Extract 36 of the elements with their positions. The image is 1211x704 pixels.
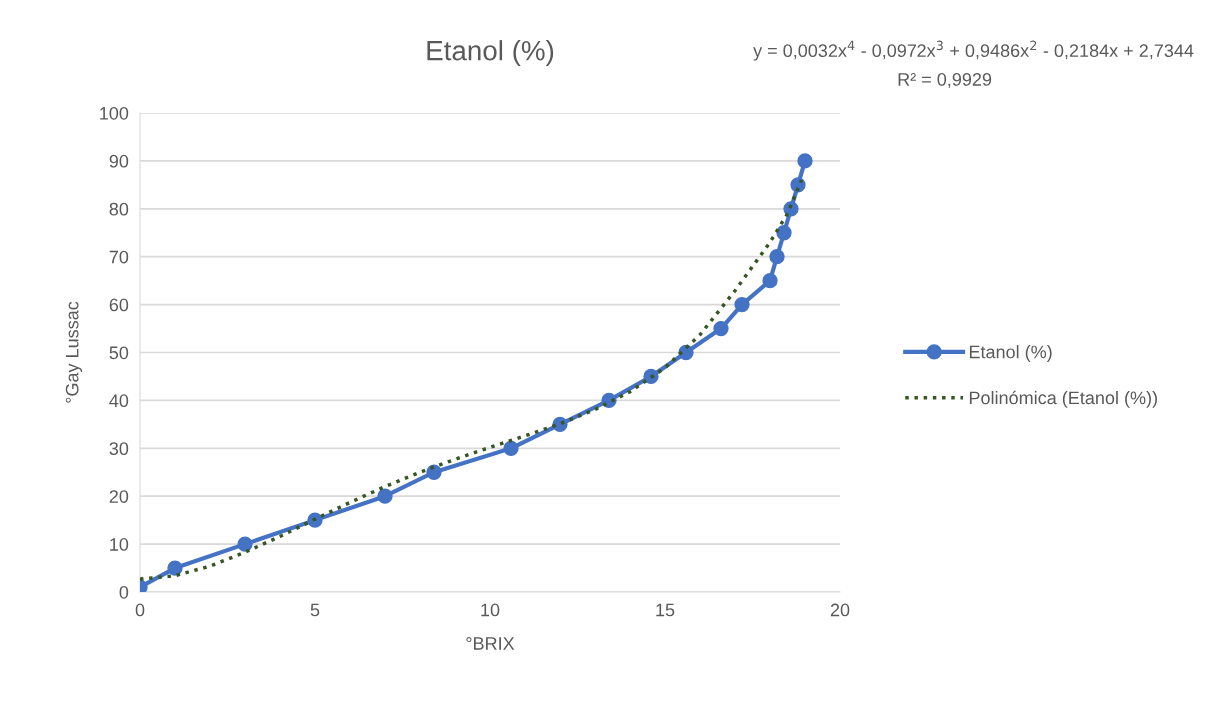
y-tick-label: 30 [109,442,129,456]
point [643,368,659,385]
y-tick-label: 60 [109,298,129,312]
point [307,512,323,528]
point [426,464,442,480]
y-tick-label: 100 [100,106,129,120]
y-tick-label: 80 [109,202,129,216]
point [503,440,519,456]
x-axis-title: °BRIX [466,637,515,650]
point [377,488,393,504]
y-tick-label: 40 [109,394,129,408]
y-tick-label: 0 [119,585,129,599]
point [769,249,785,265]
x-tick-label: 10 [481,603,500,617]
y-tick-label: 10 [110,538,129,551]
y-tick-label: 50 [109,346,129,360]
legend-label: Etanol (%) [969,345,1052,362]
point [734,296,750,313]
x-tick-label: 0 [135,603,145,617]
y-tick-label: 20 [109,490,129,503]
legend-label: Polinómica (Etanol (%)) [969,390,1157,408]
point [237,536,253,552]
y-axis-title: °Gay Lussac [65,301,83,403]
point [713,320,729,337]
text: R² = 0,9929 [898,73,992,88]
text: y = 0,0032x$^{4}$ - 0,0972x$^{3}$ + 0,9486x$^{2}$ - 0,2184x + 2,7344 [753,40,1194,61]
point [797,153,813,169]
y-tick-label: 70 [109,250,129,264]
x-tick-label: 15 [656,603,675,617]
point [167,560,183,576]
x-tick-label: 5 [310,603,320,617]
y-tick-label: 90 [109,154,129,168]
x-tick-label: 20 [830,603,850,617]
point [762,273,778,289]
chart-title: Etanol (%) [427,40,554,66]
point [776,225,792,241]
